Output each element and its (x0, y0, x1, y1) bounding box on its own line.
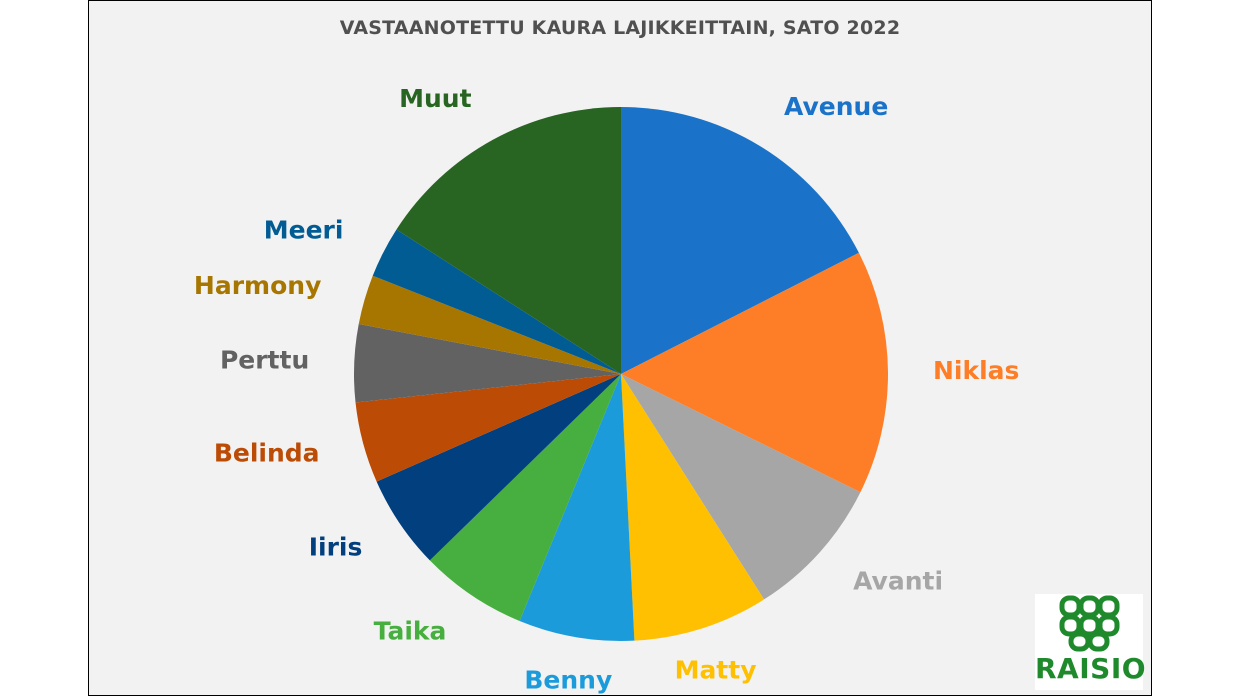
pie-label-niklas: Niklas (933, 356, 1019, 385)
pie-slice-perttu (354, 323, 621, 403)
pie-label-muut: Muut (399, 84, 471, 113)
raisio-logo: RAISIO (1035, 594, 1147, 690)
pie-slice-belinda (355, 374, 621, 482)
pie-slice-iiris (376, 374, 621, 561)
chart-frame: VASTAANOTETTU KAURA LAJIKKEITTAIN, SATO … (88, 0, 1152, 696)
pie-label-harmony: Harmony (194, 271, 321, 300)
pie-label-avanti: Avanti (853, 567, 943, 596)
pie-slice-matty (621, 374, 765, 641)
raisio-logo-text: RAISIO (1035, 652, 1147, 685)
pie-slice-harmony (358, 275, 621, 374)
pie-slice-benny (519, 374, 635, 642)
pie-slice-taika (429, 374, 621, 621)
pie-label-taika: Taika (374, 617, 447, 646)
chart-title: VASTAANOTETTU KAURA LAJIKKEITTAIN, SATO … (339, 17, 901, 39)
pie-label-avenue: Avenue (784, 92, 888, 121)
pie-slice-avenue (621, 107, 859, 374)
pie-label-iiris: Iiris (309, 533, 363, 562)
pie-label-meeri: Meeri (264, 215, 344, 244)
pie-label-benny: Benny (524, 666, 612, 695)
raisio-grain-icon (1059, 595, 1120, 652)
pie-label-belinda: Belinda (214, 438, 320, 467)
pie-label-perttu: Perttu (220, 345, 309, 374)
pie-slice-niklas (621, 252, 888, 493)
pie-slice-meeri (372, 229, 621, 374)
pie-slice-avanti (621, 374, 861, 600)
pie-chart: Avenue Niklas Avanti Matty Benny Taika Iiris Be… (194, 84, 1020, 695)
pie-label-matty: Matty (675, 655, 757, 684)
pie-slice-muut (396, 107, 621, 374)
